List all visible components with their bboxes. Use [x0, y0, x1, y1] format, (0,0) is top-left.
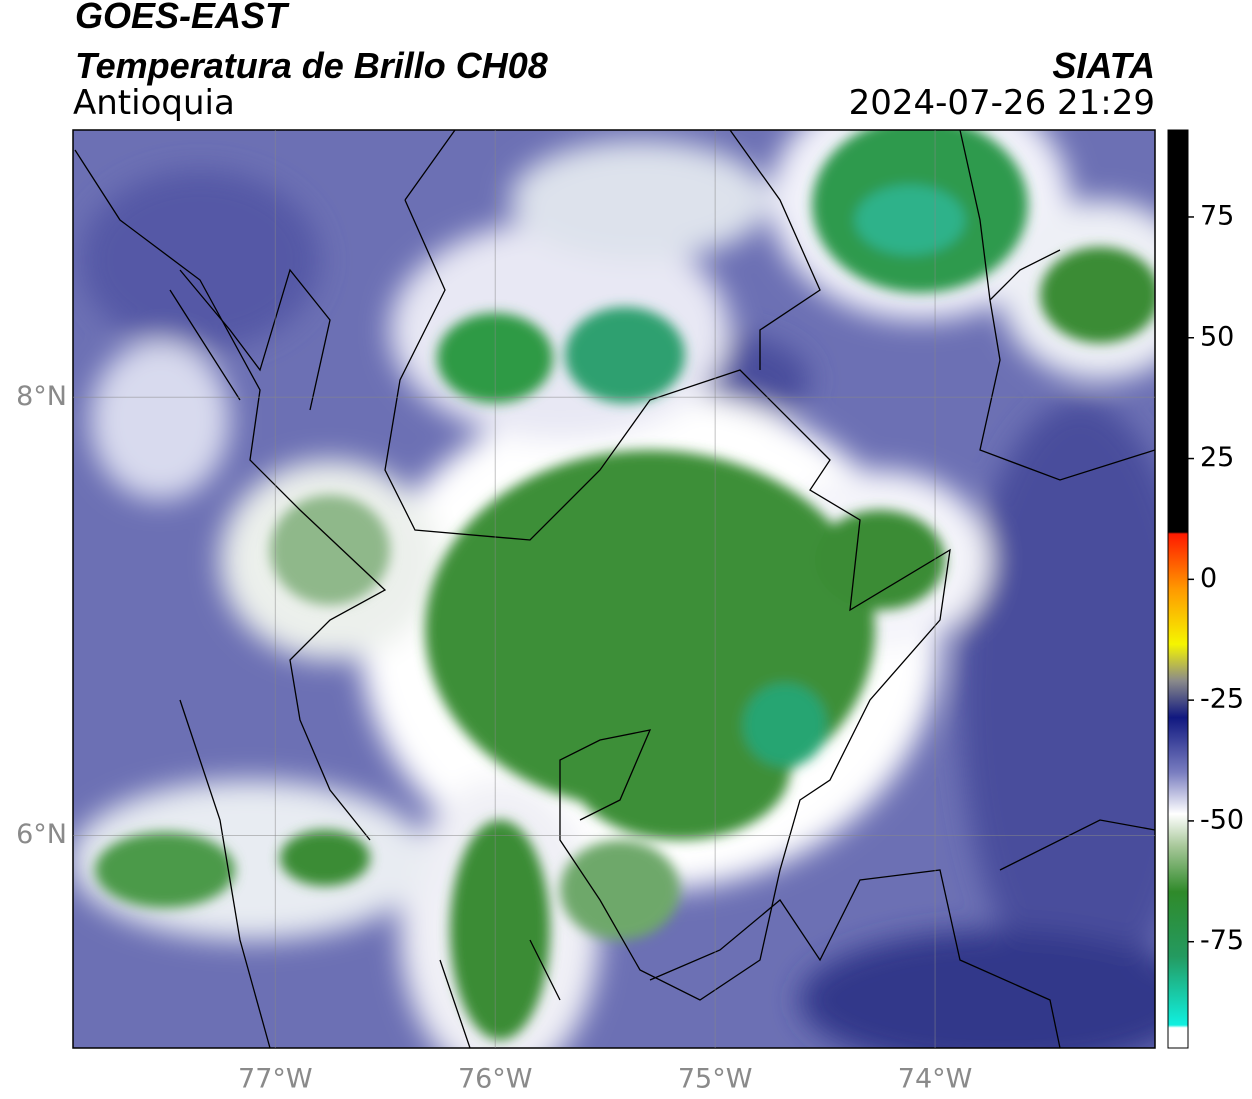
colorbar-tick-label: -75: [1200, 925, 1244, 956]
x-tick-label: 77°W: [238, 1064, 313, 1095]
y-tick-label: 6°N: [16, 819, 67, 850]
datetime: 2024-07-26 21:29: [849, 83, 1155, 123]
title: GOES-EAST: [75, 0, 290, 36]
map-frame: [72, 129, 1156, 1049]
region: Antioquia: [73, 83, 235, 123]
x-tick-label: 74°W: [898, 1064, 973, 1095]
colorbar-tick-label: -50: [1200, 804, 1244, 835]
colorbar-tick-label: 25: [1200, 442, 1234, 473]
y-tick-label: 8°N: [16, 381, 67, 412]
x-tick-label: 75°W: [678, 1064, 753, 1095]
subtitle: Temperatura de Brillo CH08: [75, 45, 548, 86]
colorbar-tick-label: -25: [1200, 684, 1244, 715]
colorbar-tick-label: 0: [1200, 563, 1217, 594]
colorbar: [1167, 129, 1189, 1049]
colorbar-tick-label: 50: [1200, 321, 1234, 352]
colorbar-tick-label: 75: [1200, 200, 1234, 231]
satellite-image: [73, 130, 1155, 1048]
x-tick-label: 76°W: [458, 1064, 533, 1095]
source: SIATA: [1052, 45, 1155, 86]
